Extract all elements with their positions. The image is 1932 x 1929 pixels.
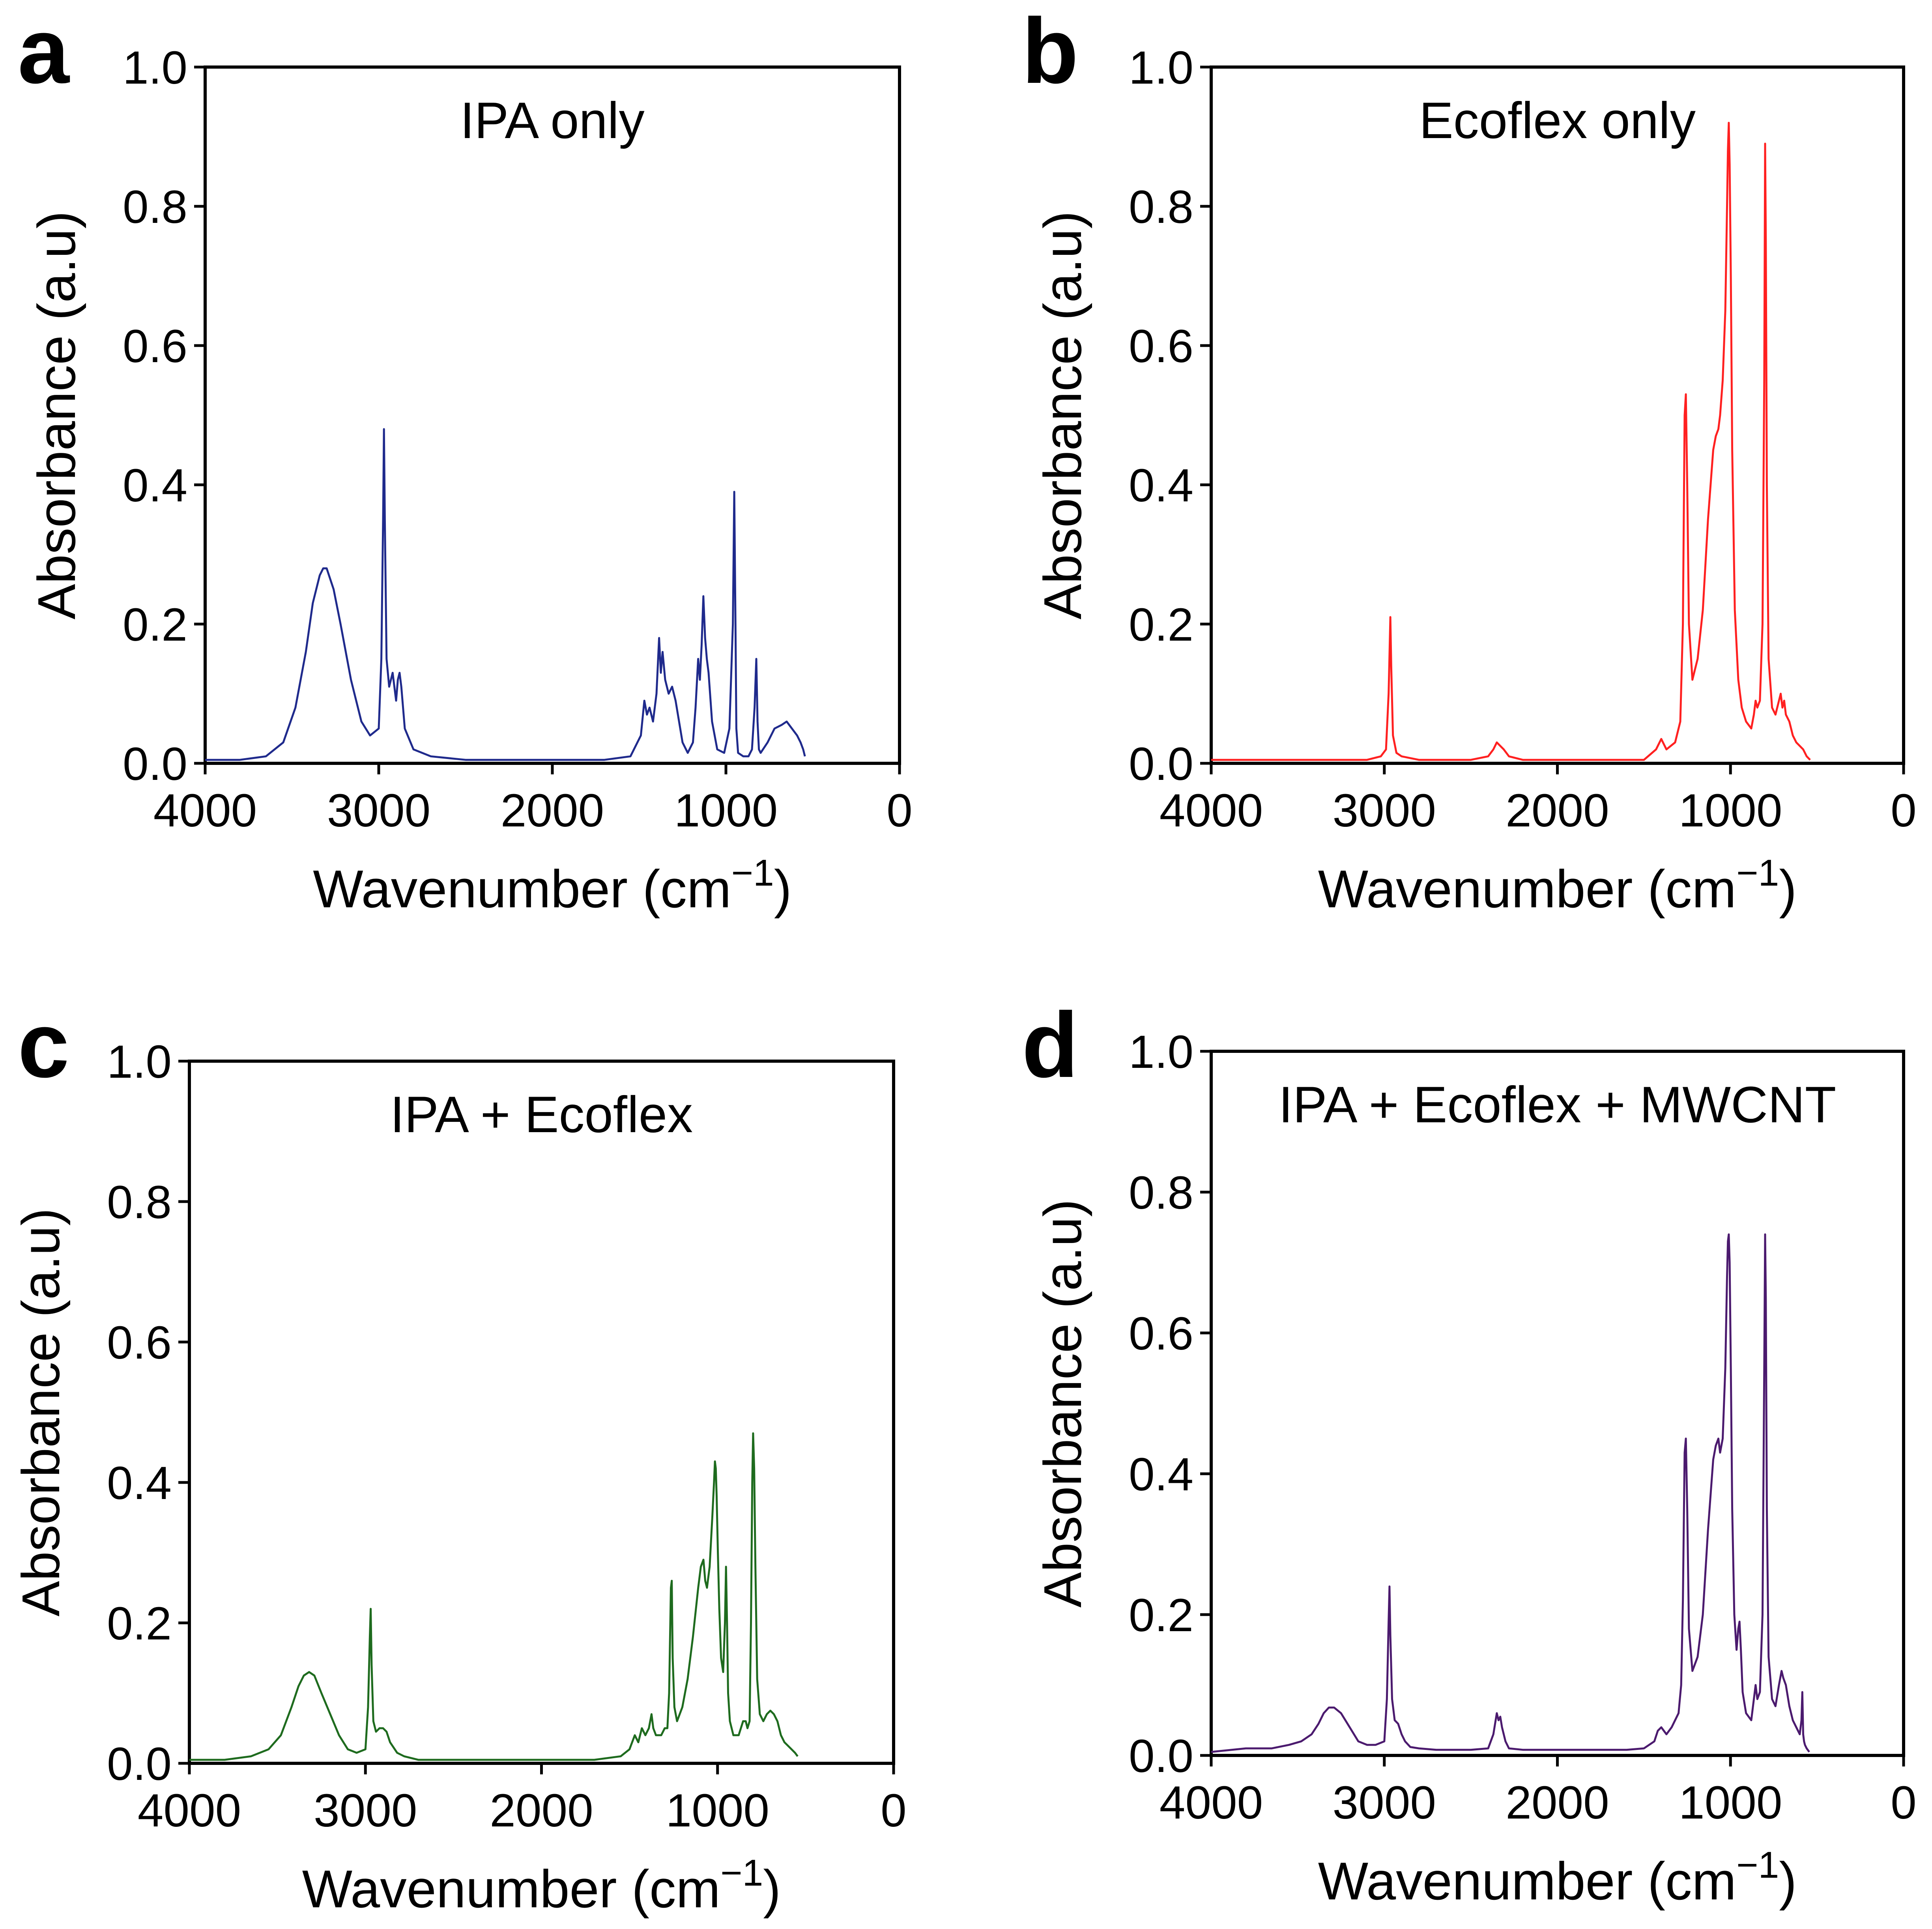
- x-tick-label: 0: [887, 785, 913, 837]
- y-axis-label: Absorbance (a.u): [1033, 211, 1092, 620]
- x-tick-label: 2000: [501, 785, 604, 837]
- plot-frame: [1210, 65, 1905, 765]
- x-axis-label: Wavenumber (cm−1): [302, 1852, 781, 1919]
- y-tick-label: 0.6: [107, 1317, 172, 1369]
- x-tick-label: 2000: [1506, 785, 1609, 837]
- x-tick-label: 0: [881, 1785, 907, 1837]
- y-axis-label: Absorbance (a.u): [27, 211, 86, 620]
- x-tick-label: 3000: [314, 1785, 417, 1837]
- spectrum-line: [1211, 121, 1811, 761]
- x-axis-label-close: ): [774, 859, 792, 919]
- panel-letter: a: [18, 0, 70, 103]
- x-axis-label-main: Wavenumber (cm: [302, 1859, 720, 1919]
- x-axis-label-exponent: −1: [1736, 852, 1779, 894]
- x-axis-label-close: ): [763, 1859, 781, 1919]
- panel-letter: b: [1022, 0, 1079, 103]
- y-tick-label: 0.0: [1129, 738, 1193, 790]
- x-tick-label: 0: [1891, 1777, 1917, 1829]
- y-tick-label: 0.8: [123, 181, 187, 233]
- y-tick-label: 1.0: [1129, 1026, 1193, 1078]
- x-axis-label: Wavenumber (cm−1): [313, 852, 792, 919]
- panel-c: c 0.0 0.2 0.4 0.6 0.8 1.0 4000 3000 2000 1000 0 IPA …: [11, 993, 907, 1919]
- panel-title: Ecoflex only: [1419, 92, 1696, 149]
- y-tick-label: 0.0: [123, 738, 187, 790]
- y-tick-label: 0.4: [1129, 460, 1193, 512]
- y-tick-label: 1.0: [1129, 42, 1193, 94]
- y-tick-label: 0.8: [107, 1176, 172, 1228]
- y-tick-label: 0.8: [1129, 181, 1193, 233]
- x-axis-label-main: Wavenumber (cm: [313, 859, 731, 919]
- panel-d: d 0.0 0.2 0.4 0.6 0.8 1.0 4000 3000 2000 1000 0 IPA …: [1022, 993, 1917, 1911]
- spectrum-line: [205, 428, 806, 761]
- x-tick-label: 1000: [1679, 1777, 1782, 1829]
- panel-letter: d: [1022, 993, 1079, 1097]
- x-axis-label-exponent: −1: [720, 1852, 763, 1894]
- x-axis-label: Wavenumber (cm−1): [1318, 852, 1797, 919]
- x-tick-label: 2000: [1506, 1777, 1609, 1829]
- panel-b: b 0.0 0.2 0.4 0.6 0.8 1.0 4000 3000 2000 1000 0 Ecof…: [1022, 0, 1917, 919]
- y-axis-label: Absorbance (a.u): [1033, 1199, 1092, 1608]
- x-axis-label-exponent: −1: [1736, 1844, 1779, 1886]
- y-tick-label: 0.0: [107, 1738, 172, 1790]
- x-tick-label: 3000: [1332, 1777, 1436, 1829]
- x-axis-label-close: ): [1779, 1851, 1797, 1911]
- y-tick-label: 0.8: [1129, 1167, 1193, 1219]
- y-tick-label: 0.2: [123, 599, 187, 651]
- plot-frame: [1210, 1050, 1905, 1757]
- plot-frame: [204, 65, 901, 765]
- spectrum-line: [189, 1432, 799, 1761]
- y-tick-label: 0.6: [1129, 320, 1193, 372]
- x-tick-label: 2000: [490, 1785, 593, 1837]
- x-tick-label: 3000: [327, 785, 431, 837]
- x-tick-label: 1000: [674, 785, 778, 837]
- spectrum-line: [1211, 1233, 1810, 1753]
- y-tick-label: 0.2: [1129, 1589, 1193, 1641]
- y-tick-label: 0.2: [107, 1598, 172, 1650]
- x-tick-label: 1000: [1679, 785, 1782, 837]
- y-tick-label: 0.6: [123, 320, 187, 372]
- plot-frame: [188, 1060, 895, 1765]
- panel-letter: c: [18, 993, 69, 1097]
- x-tick-label: 4000: [153, 785, 257, 837]
- y-tick-label: 0.6: [1129, 1308, 1193, 1360]
- x-tick-label: 4000: [1160, 785, 1263, 837]
- x-axis-label-close: ): [1779, 859, 1797, 919]
- y-tick-label: 0.4: [1129, 1449, 1193, 1501]
- y-tick-label: 0.0: [1129, 1730, 1193, 1782]
- panel-a: a 0.0 0.2 0.4 0.6 0.8 1.0 4000 3000 2000 1000 0 IPA …: [18, 0, 913, 919]
- y-tick-label: 1.0: [107, 1036, 172, 1088]
- x-axis-label: Wavenumber (cm−1): [1318, 1844, 1797, 1911]
- y-tick-label: 1.0: [123, 42, 187, 94]
- y-tick-label: 0.2: [1129, 599, 1193, 651]
- x-tick-label: 4000: [1160, 1777, 1263, 1829]
- y-axis-label: Absorbance (a.u): [11, 1208, 71, 1617]
- panel-title: IPA only: [460, 92, 644, 149]
- x-axis-label-main: Wavenumber (cm: [1318, 859, 1736, 919]
- y-tick-label: 0.4: [123, 460, 187, 512]
- panel-title: IPA + Ecoflex + MWCNT: [1279, 1076, 1837, 1133]
- x-tick-label: 3000: [1332, 785, 1436, 837]
- y-tick-label: 0.4: [107, 1457, 172, 1509]
- x-axis-label-exponent: −1: [731, 852, 774, 894]
- x-tick-label: 1000: [666, 1785, 769, 1837]
- x-axis-label-main: Wavenumber (cm: [1318, 1851, 1736, 1911]
- x-tick-label: 4000: [138, 1785, 241, 1837]
- panel-title: IPA + Ecoflex: [390, 1086, 693, 1143]
- x-tick-label: 0: [1891, 785, 1917, 837]
